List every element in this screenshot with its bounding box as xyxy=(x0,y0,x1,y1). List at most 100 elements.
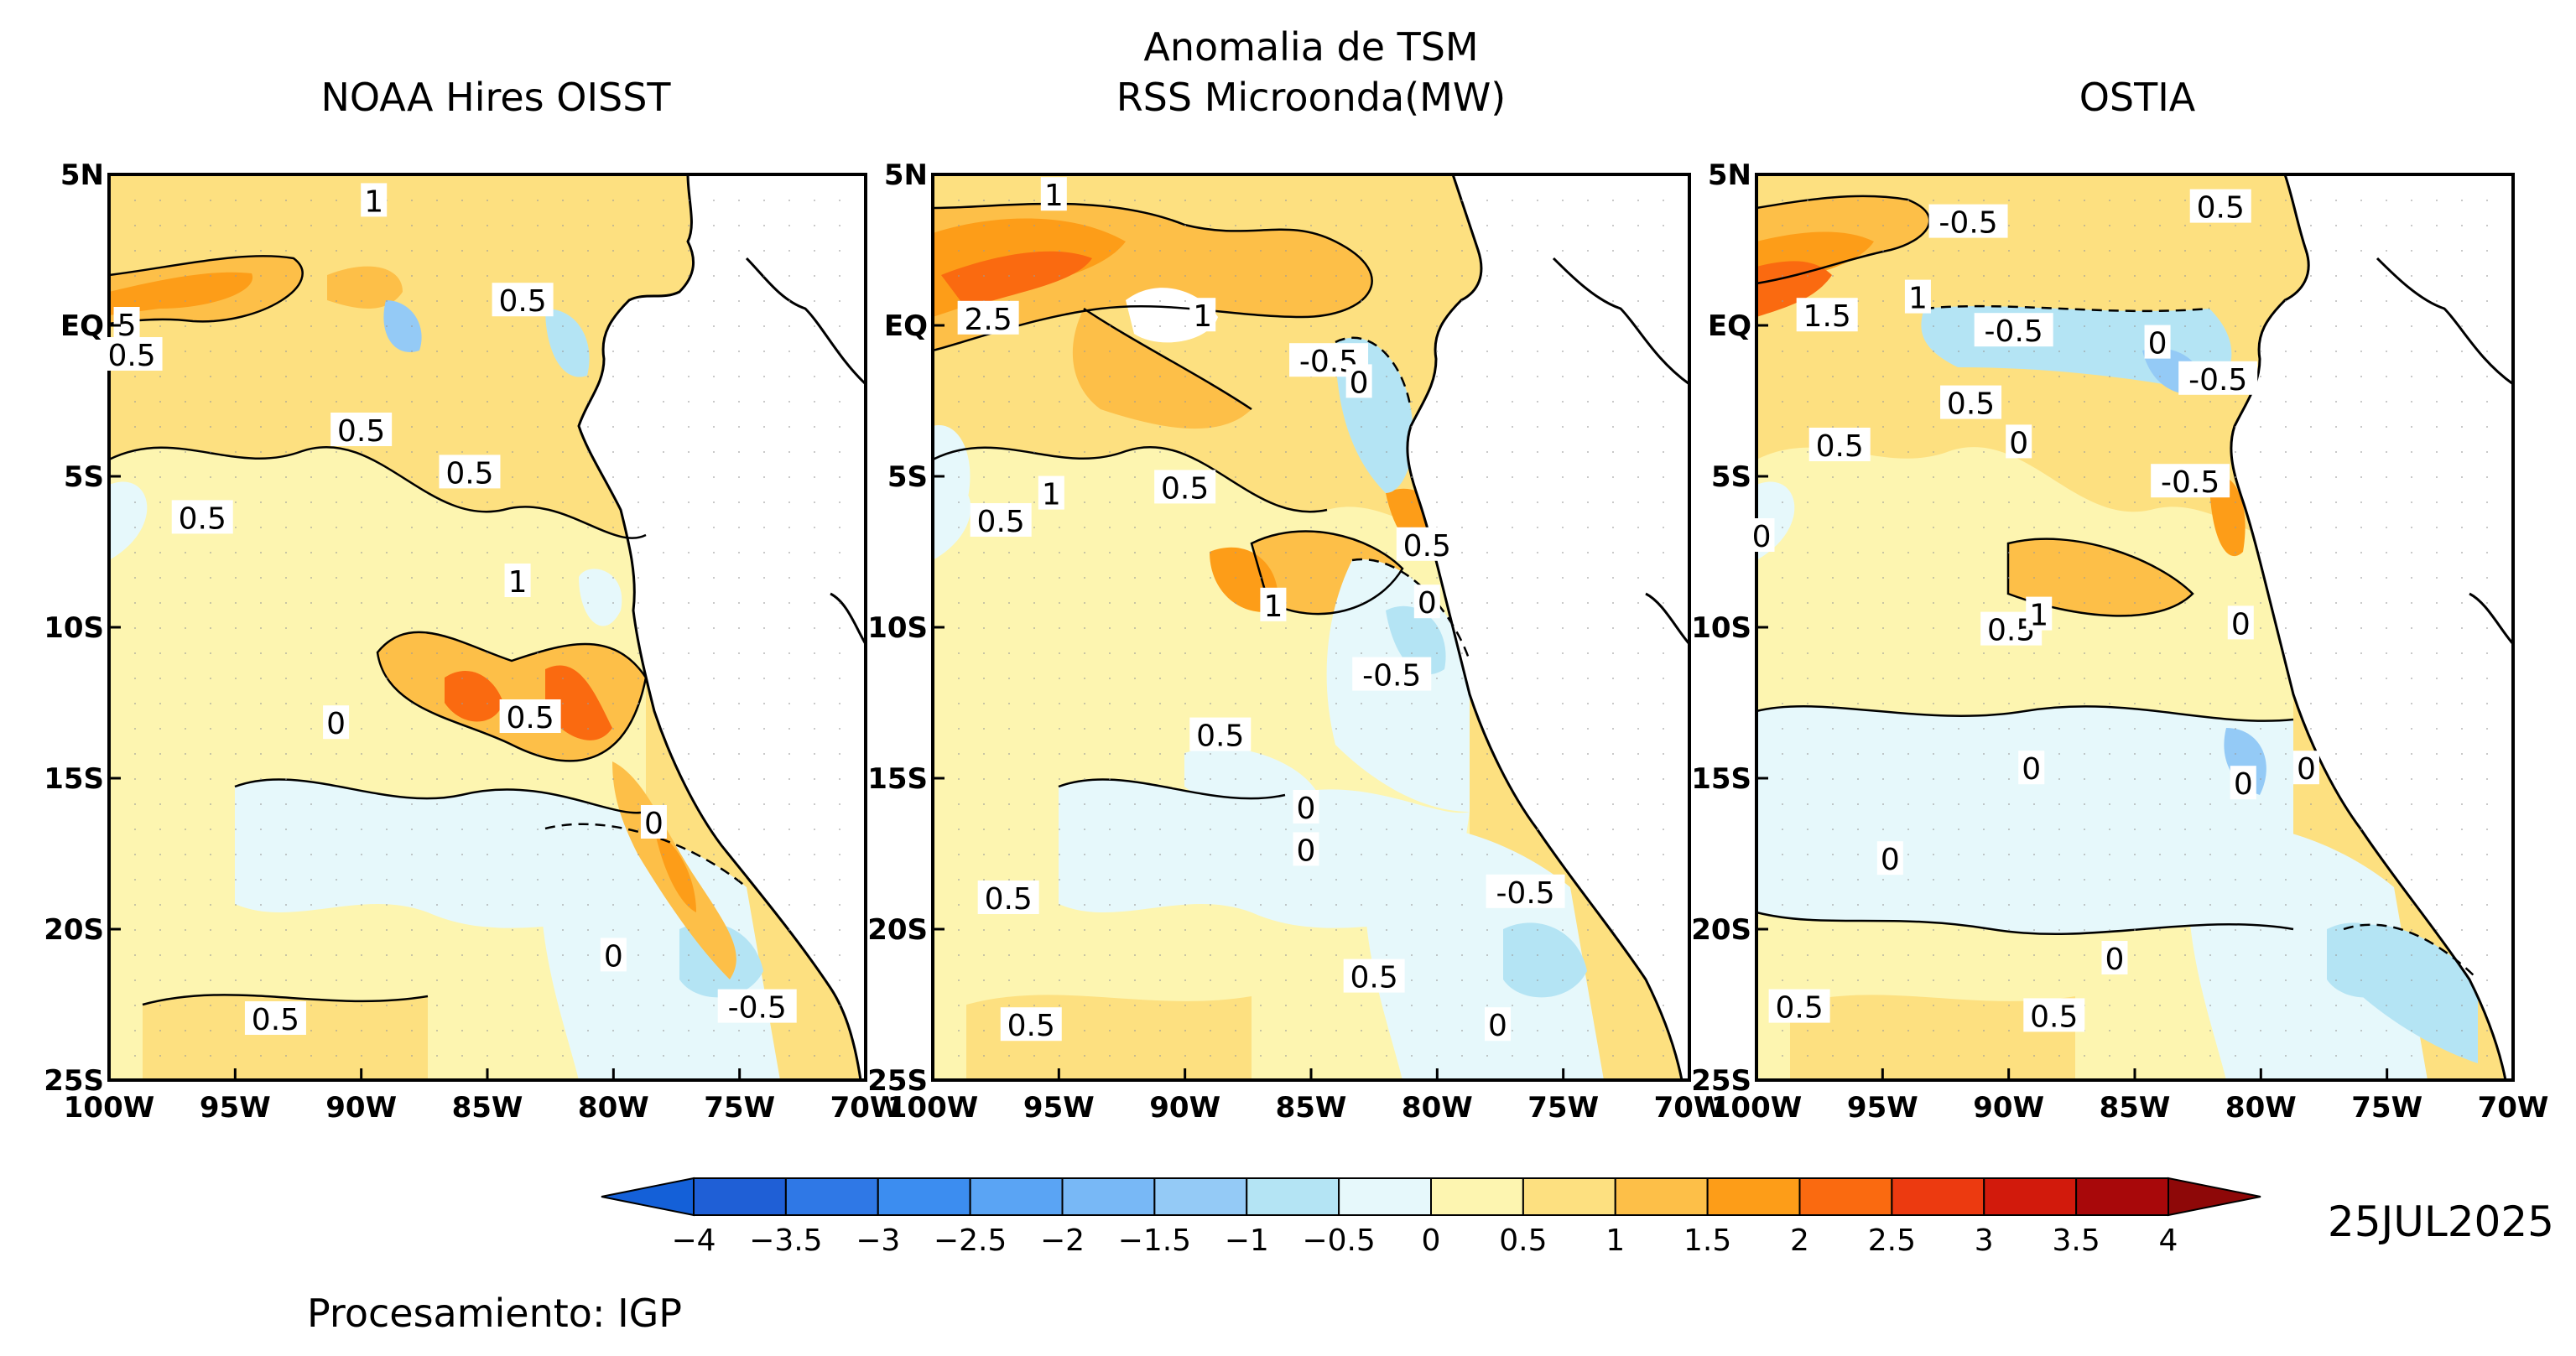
contour-label: 0 xyxy=(644,807,664,841)
contour-label-box xyxy=(1260,587,1287,621)
contour-label-box xyxy=(2227,605,2254,640)
colorbar-swatch xyxy=(1430,1177,1524,1216)
contour-label-box xyxy=(600,938,627,972)
contour-label-box xyxy=(2151,464,2230,498)
colorbar-label: −2 xyxy=(1040,1224,1085,1258)
lat-tick-label: 5S xyxy=(887,460,928,494)
lat-tick-label: 5S xyxy=(64,460,104,494)
contour-label-box xyxy=(323,705,350,740)
lat-tick-label: 25S xyxy=(1691,1064,1751,1098)
contour-label-box xyxy=(957,300,1019,335)
lon-tick-label: 100W xyxy=(64,1091,154,1125)
contour-label: 0 xyxy=(1297,834,1316,868)
contour-label: 0 xyxy=(1752,520,1772,554)
contour-label: 1 xyxy=(1042,478,1061,512)
contour-label-box xyxy=(492,283,554,317)
contour-label: 0 xyxy=(1418,586,1437,621)
lon-tick-label: 95W xyxy=(1847,1091,1918,1125)
colorbar: −4 −3.5 −3 −2.5 −2 −1.5 −1 −0.5 0 0.5 1 1.5 2 2.5 3 3.5… xyxy=(601,1177,2261,1258)
contour-label-box xyxy=(1808,428,1871,461)
colorbar-label: −1.5 xyxy=(1118,1224,1191,1258)
lon-tick-label: 90W xyxy=(1973,1091,2044,1125)
lat-tick-label: 25S xyxy=(44,1064,104,1098)
lon-tick-label: 75W xyxy=(704,1091,775,1125)
colorbar-label: 3 xyxy=(1975,1224,1994,1258)
contour-label: 1 xyxy=(1263,590,1283,624)
colorbar-label: 2 xyxy=(1790,1224,1809,1258)
contour-label: 1 xyxy=(508,565,528,600)
colorbar-label: −0.5 xyxy=(1302,1224,1375,1258)
lon-tick-label: 85W xyxy=(2100,1091,2171,1125)
colorbar-label: −3.5 xyxy=(749,1224,822,1258)
contour-label-box xyxy=(1748,518,1775,552)
colorbar-swatch xyxy=(1522,1177,1616,1216)
contour-label: 0 xyxy=(2022,752,2041,787)
contour-label: 1 xyxy=(2029,599,2048,633)
contour-label: 0.5 xyxy=(1161,471,1209,506)
lat-tick-label: 15S xyxy=(867,762,928,796)
contour-label: 0 xyxy=(2231,607,2251,642)
contour-label-box xyxy=(1000,1007,1062,1042)
lat-tick-label: 15S xyxy=(1691,762,1751,796)
contour-label: 0 xyxy=(1350,366,1369,400)
contour-label-box xyxy=(1928,204,2008,238)
colorbar-label: 1 xyxy=(1605,1224,1625,1258)
contour-label: -0.5 xyxy=(1985,314,2043,349)
contour-label-box xyxy=(1768,989,1830,1023)
contour-label: 0.5 xyxy=(1947,387,1995,422)
contour-label-box xyxy=(1189,298,1216,332)
contour-label-box xyxy=(1413,584,1440,619)
contour-label-box xyxy=(1904,279,1931,314)
colorbar-label: 3.5 xyxy=(2052,1224,2100,1258)
contour-label-box xyxy=(2189,189,2251,223)
contour-label-box xyxy=(2144,325,2171,359)
lat-tick-label: 25S xyxy=(867,1064,928,1098)
lon-tick-label: 100W xyxy=(1711,1091,1802,1125)
lon-tick-label: 75W xyxy=(1527,1091,1599,1125)
lon-tick-label: 70W xyxy=(2478,1091,2549,1125)
contour-label: 0 xyxy=(2234,767,2253,802)
lon-tick-label: 70W xyxy=(1654,1091,1725,1125)
contour-label: -0.5 xyxy=(2188,363,2247,397)
contour-label-box xyxy=(2101,941,2128,974)
contour-label-box xyxy=(1796,298,1858,332)
panel-title-rss: RSS Microonda(MW) xyxy=(1116,75,1507,120)
contour-label: 0 xyxy=(2297,752,2316,787)
contour-label-box xyxy=(244,1001,306,1035)
contour-label: 0 xyxy=(1881,843,1900,877)
colorbar-label: 2.5 xyxy=(1868,1224,1916,1258)
contour-label: -0.5 xyxy=(728,991,787,1026)
contour-label-box xyxy=(504,564,531,597)
lon-tick-label: 85W xyxy=(1276,1091,1347,1125)
lat-tick-label: 15S xyxy=(44,762,104,796)
lon-tick-label: 75W xyxy=(2351,1091,2422,1125)
contour-label: 0.5 xyxy=(498,284,546,319)
lon-tick-label: 95W xyxy=(200,1091,271,1125)
contour-label-box xyxy=(1345,364,1372,398)
figure-title: Anomalia de TSM xyxy=(1143,24,1478,70)
contour-label-box xyxy=(2026,596,2053,631)
contour-label: 0.5 xyxy=(1403,529,1451,564)
contour-label: 0.5 xyxy=(179,501,226,536)
panel-title-oisst: NOAA Hires OISST xyxy=(320,75,671,120)
contour-label-box xyxy=(2292,751,2319,785)
contour-label: 0 xyxy=(604,939,623,974)
contour-label: 0.5 xyxy=(1350,961,1398,995)
lat-tick-label: 20S xyxy=(1691,913,1751,947)
colorbar-label: 4 xyxy=(2159,1224,2178,1258)
colorbar-swatch xyxy=(1338,1177,1432,1216)
lon-tick-label: 90W xyxy=(1149,1091,1220,1125)
contour-label: 0.5 xyxy=(2030,1000,2078,1034)
contour-label-box xyxy=(171,500,233,534)
date-label: 25JUL2025 xyxy=(2328,1198,2554,1246)
colorbar-swatch xyxy=(1798,1177,1893,1216)
lon-tick-label: 95W xyxy=(1023,1091,1095,1125)
contour-label-box xyxy=(1293,832,1319,866)
lat-tick-label: EQ xyxy=(60,309,104,343)
contour-label-box xyxy=(1040,177,1067,211)
contour-label-box xyxy=(1343,959,1405,993)
lon-tick-label: 100W xyxy=(887,1091,978,1125)
contour-label-box xyxy=(361,183,388,217)
contour-label-box xyxy=(1876,841,1903,875)
lon-tick-label: 80W xyxy=(1402,1091,1473,1125)
